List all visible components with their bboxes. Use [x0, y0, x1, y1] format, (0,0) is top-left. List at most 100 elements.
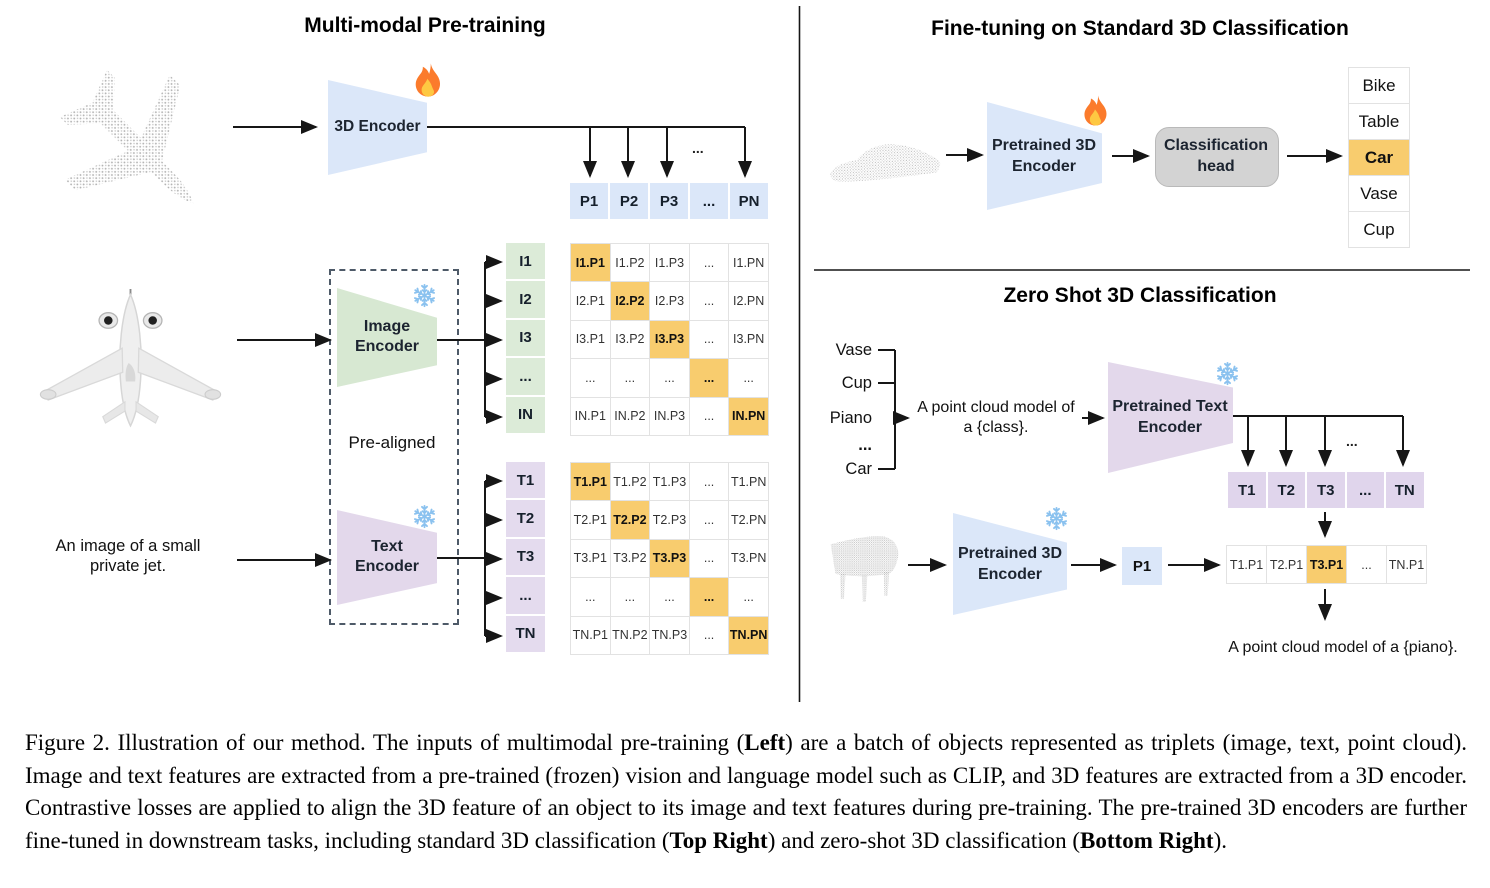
text-feature-cell: T3	[506, 538, 545, 576]
matrix-cell: I3.P3	[650, 320, 689, 359]
matrix-cell: T3.P2	[610, 539, 650, 578]
matrix-cell: I1.P2	[610, 244, 650, 282]
snowflake-icon	[412, 283, 437, 308]
matrix-cell: ...	[689, 578, 729, 616]
text-feature-cell: T1	[506, 462, 545, 499]
caption-text: Figure 2. Illustration of our method. Th…	[25, 730, 745, 755]
private-jet-image	[39, 289, 222, 428]
text-feature-row: T1 T2 T3... TN	[1228, 472, 1424, 508]
caption-text: ) and zero-shot 3D classification (	[767, 827, 1081, 853]
p-feature-cell: ...	[690, 183, 728, 219]
matrix-cell: ...	[689, 463, 729, 501]
class-option: Vase	[1349, 176, 1409, 211]
matrix-cell: I2.P3	[650, 282, 689, 320]
class-name: Cup	[841, 373, 872, 392]
matrix-cell: T3.PN	[729, 539, 768, 578]
matrix-cell: TN.P3	[650, 616, 689, 654]
figure-caption: Figure 2. Illustration of our method. Th…	[25, 727, 1467, 857]
class-option: Car	[1349, 140, 1409, 175]
text-feature-cell: TN	[1386, 472, 1424, 508]
matrix-cell: T3.P1	[571, 539, 610, 578]
matrix-cell: T1.P1	[571, 463, 610, 501]
matrix-cell: ...	[650, 359, 689, 397]
snowflake-icon	[1215, 361, 1240, 386]
image-feature-column: I1 I2 I3... IN	[506, 243, 545, 433]
matrix-cell: ...	[689, 244, 729, 282]
matrix-cell: T2.P2	[610, 501, 650, 539]
bottom-right-panel-title: Zero Shot 3D Classification	[1003, 284, 1277, 307]
matrix-cell: I2.PN	[729, 282, 768, 320]
matrix-cell: T2.PN	[729, 501, 768, 539]
class-option: Table	[1349, 104, 1409, 139]
pretrained-3d-encoder-label: Pretrained 3D Encoder	[991, 137, 1097, 175]
caption-bold-text: Left	[744, 730, 786, 755]
caption-text: ) are a batch of objects represented as …	[25, 730, 1467, 853]
matrix-cell: ...	[610, 578, 650, 616]
matrix-cell: T1.P3	[650, 463, 689, 501]
similarity-cell: T1.P1	[1227, 546, 1266, 583]
matrix-cell: ...	[689, 359, 729, 397]
matrix-cell: ...	[689, 397, 729, 435]
snowflake-icon	[412, 504, 437, 529]
matrix-cell: IN.P3	[650, 397, 689, 435]
snowflake-icon	[1044, 506, 1069, 531]
encoder-3d-label: 3D Encoder	[334, 118, 421, 135]
class-prediction-list: Bike Table Car Vase Cup	[1348, 67, 1410, 248]
text-feature-cell: T3	[1307, 472, 1345, 508]
pn-ellipsis: ...	[692, 140, 704, 156]
text-feature-cell: T1	[1228, 472, 1266, 508]
similarity-score-row: T1.P1 T2.P1 T3.P1... TN.P1	[1226, 545, 1427, 584]
classification-head-label: Classification head	[1163, 137, 1269, 175]
class-option: Cup	[1349, 212, 1409, 247]
image-feature-cell: I2	[506, 281, 545, 318]
matrix-cell: IN.P1	[571, 397, 610, 435]
matrix-cell: ...	[571, 359, 610, 397]
matrix-cell: TN.PN	[729, 616, 768, 654]
text-point-similarity-matrix: T1.P1 T1.P2 T1.P3... T1.PN T2.P1 T2.P2 T2.P3..…	[570, 462, 769, 655]
matrix-cell: IN.PN	[729, 397, 768, 435]
text-encoder-label: Text Encoder	[354, 538, 419, 575]
flame-icon	[415, 63, 441, 97]
t-branch-ellipsis: ...	[1346, 433, 1358, 449]
matrix-cell: I1.P3	[650, 244, 689, 282]
caption-bold-text: Bottom Right	[1080, 827, 1214, 853]
pretrained-text-encoder-label: Pretrained Text Encoder	[1112, 398, 1228, 436]
text-feature-cell: ...	[1346, 472, 1384, 508]
point-feature-box: P1	[1122, 547, 1162, 585]
matrix-cell: ...	[571, 578, 610, 616]
matrix-cell: I3.P1	[571, 320, 610, 359]
text-prompt: A point cloud model of a {class}.	[917, 399, 1075, 436]
matrix-cell: I2.P1	[571, 282, 610, 320]
matrix-cell: T2.P1	[571, 501, 610, 539]
image-encoder-label: Image Encoder	[354, 318, 419, 355]
matrix-cell: ...	[689, 616, 729, 654]
image-text-description: An image of a small private jet.	[55, 537, 201, 575]
matrix-cell: I2.P2	[610, 282, 650, 320]
matrix-cell: T2.P3	[650, 501, 689, 539]
matrix-cell: I3.PN	[729, 320, 768, 359]
matrix-cell: ...	[689, 501, 729, 539]
matrix-cell: ...	[689, 282, 729, 320]
matrix-cell: ...	[729, 578, 768, 616]
matrix-cell: T1.PN	[729, 463, 768, 501]
p-feature-cell: P3	[650, 183, 688, 219]
class-name: Vase	[835, 340, 872, 359]
matrix-cell: ...	[610, 359, 650, 397]
p-feature-cell: P1	[570, 183, 608, 219]
matrix-cell: ...	[729, 359, 768, 397]
zero-shot-class-list: Vase Cup Piano... Car	[792, 336, 872, 482]
matrix-cell: I1.PN	[729, 244, 768, 282]
prealigned-box	[329, 269, 459, 625]
class-name: Piano	[829, 408, 872, 427]
zs-pretrained-3d-encoder-label: Pretrained 3D Encoder	[957, 545, 1063, 583]
similarity-cell: T2.P1	[1267, 546, 1306, 583]
prealigned-label: Pre-aligned	[348, 433, 436, 452]
matrix-cell: TN.P1	[571, 616, 610, 654]
matrix-cell: T3.P3	[650, 539, 689, 578]
image-feature-cell: ...	[506, 358, 545, 395]
matrix-cell: ...	[650, 578, 689, 616]
matrix-cell: TN.P2	[610, 616, 650, 654]
text-feature-cell: ...	[506, 577, 545, 614]
class-name: Car	[845, 459, 872, 478]
text-feature-cell: T2	[506, 500, 545, 537]
